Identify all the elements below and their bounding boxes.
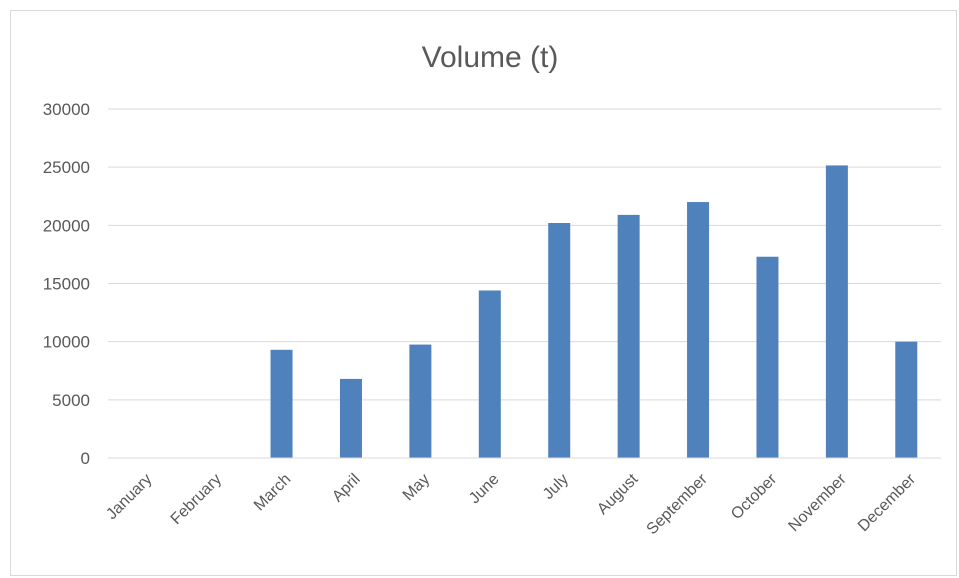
x-tick-label: April: [329, 471, 364, 506]
bar-march: [270, 349, 293, 458]
x-tick-label: October: [728, 470, 781, 523]
y-tick-label: 10000: [43, 333, 90, 352]
y-tick-label: 5000: [52, 391, 90, 410]
gridlines: [108, 108, 941, 401]
x-tick-label: January: [103, 471, 155, 523]
x-tick-label: June: [466, 471, 503, 508]
chart-title: Volume (t): [422, 41, 559, 74]
bar-july: [548, 223, 571, 458]
x-tick-label: August: [594, 470, 642, 518]
bar-august: [617, 214, 640, 458]
y-tick-label: 15000: [43, 275, 90, 294]
bar-may: [409, 344, 432, 458]
x-tick-label: March: [251, 471, 294, 514]
x-tick-label: July: [540, 471, 572, 503]
bar-october: [756, 256, 779, 458]
bar-september: [687, 202, 710, 458]
y-tick-label: 25000: [43, 158, 90, 177]
bar-november: [825, 165, 848, 458]
x-tick-label: December: [855, 470, 920, 535]
bar-june: [478, 290, 501, 458]
y-tick-label: 20000: [43, 216, 90, 235]
y-axis-ticks: 0 5000 10000 15000 20000 25000 30000: [43, 100, 90, 468]
bar-december: [895, 341, 918, 458]
x-tick-label: February: [168, 471, 225, 528]
x-tick-label: May: [400, 471, 433, 504]
x-tick-label: September: [644, 470, 712, 538]
y-tick-label: 30000: [43, 100, 90, 119]
bar-april: [339, 378, 362, 458]
x-tick-label: November: [785, 470, 850, 535]
y-tick-label: 0: [81, 449, 90, 468]
bars: [270, 165, 918, 458]
x-axis-ticks: January February March April May June July Augu…: [103, 470, 919, 538]
